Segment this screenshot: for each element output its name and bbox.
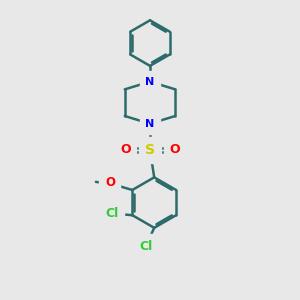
Text: N: N bbox=[146, 119, 154, 129]
Text: S: S bbox=[145, 143, 155, 157]
Text: O: O bbox=[105, 176, 115, 189]
Text: Cl: Cl bbox=[140, 239, 153, 253]
Text: N: N bbox=[146, 76, 154, 87]
Text: Cl: Cl bbox=[105, 207, 119, 220]
Text: O: O bbox=[120, 143, 131, 157]
Text: O: O bbox=[169, 143, 180, 157]
